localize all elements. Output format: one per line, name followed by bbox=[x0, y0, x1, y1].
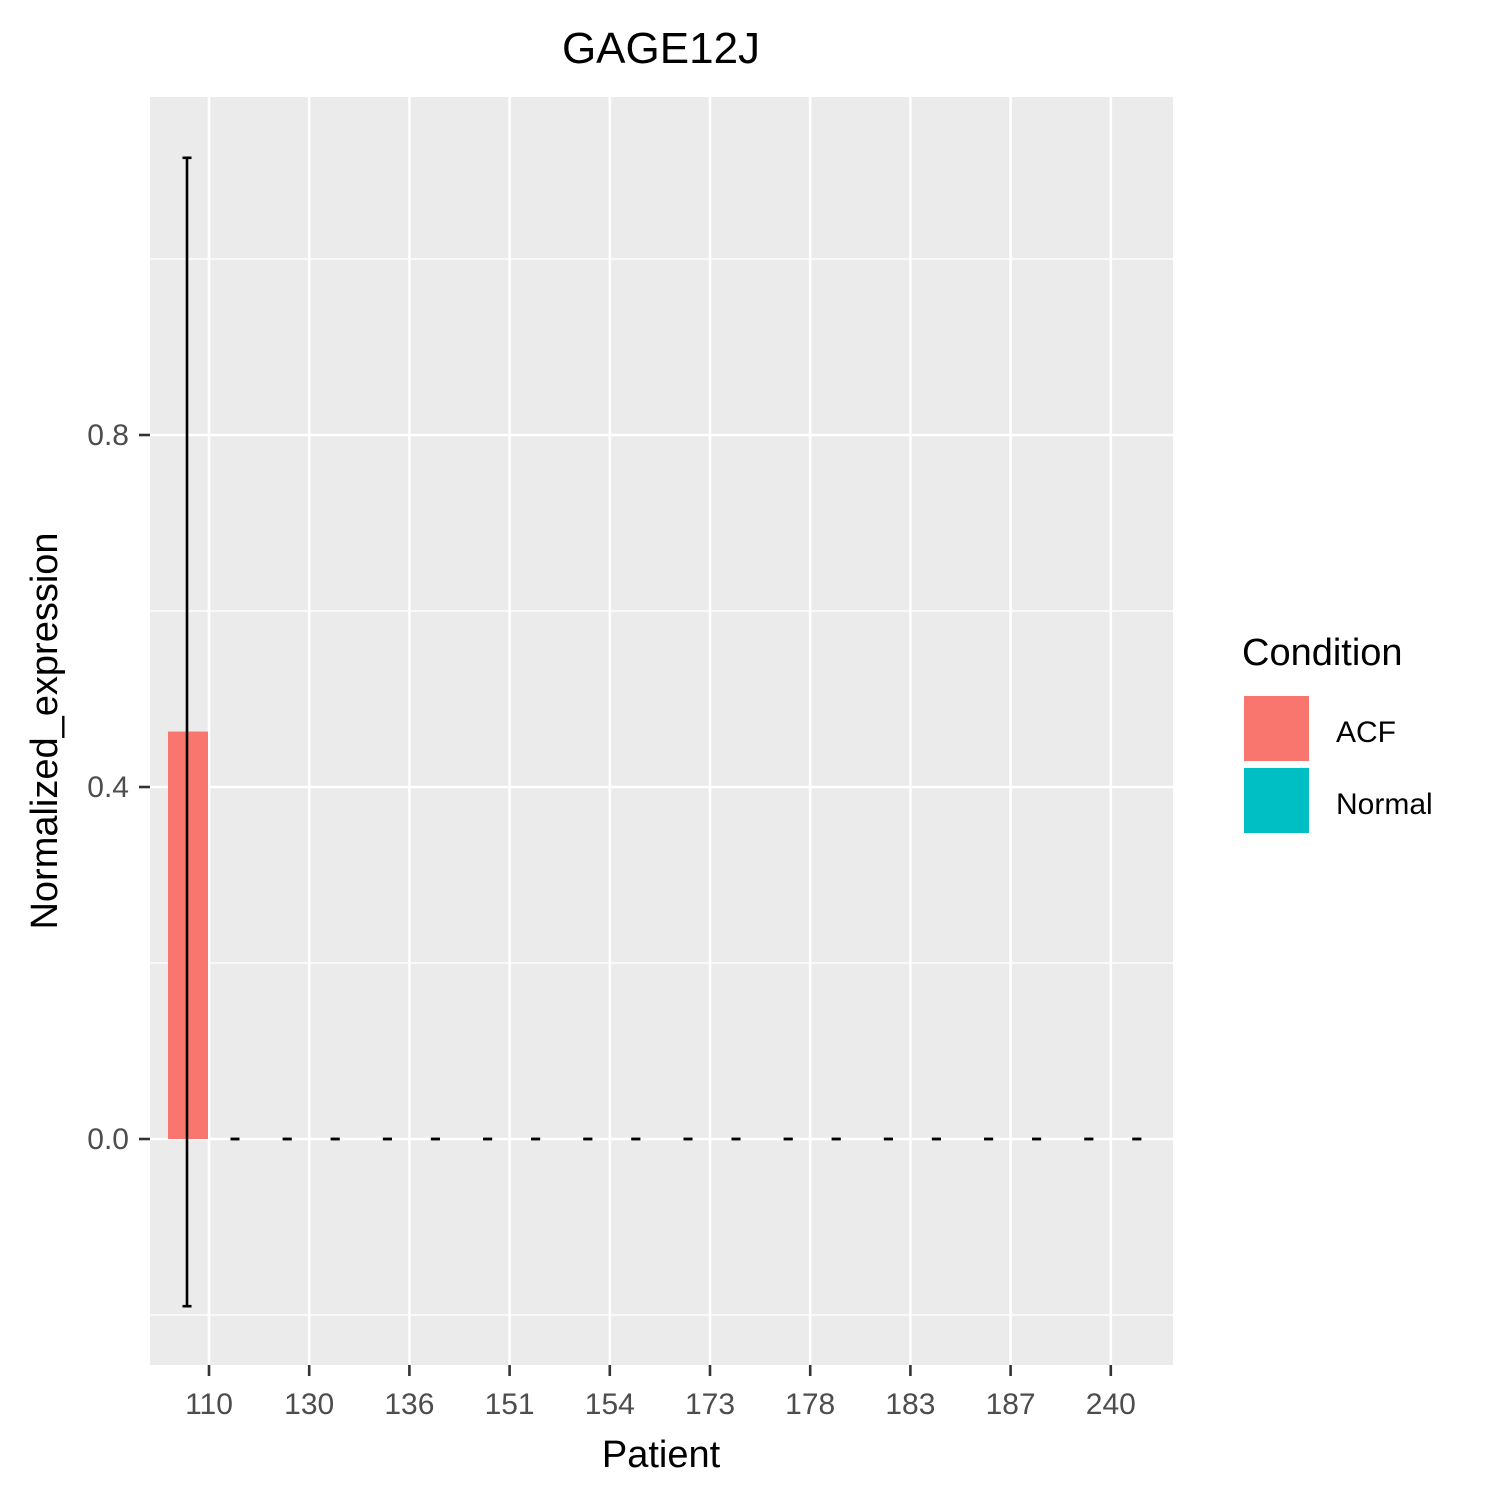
legend-title: Condition bbox=[1242, 632, 1403, 674]
x-axis-title: Patient bbox=[602, 1434, 721, 1476]
axes: 0.0 0.4 0.8 110 130 136 151 154 173 178 183 187 240 bbox=[87, 419, 1136, 1421]
error-bars bbox=[182, 156, 1142, 1308]
grid bbox=[150, 97, 1173, 1365]
y-tick-label: 0.4 bbox=[87, 771, 129, 804]
chart-title: GAGE12J bbox=[562, 24, 760, 73]
x-tick-label: 187 bbox=[986, 1388, 1036, 1421]
x-tick-label: 173 bbox=[685, 1388, 735, 1421]
x-tick-label: 151 bbox=[485, 1388, 535, 1421]
x-tick-label: 110 bbox=[185, 1388, 233, 1421]
x-tick-label: 136 bbox=[384, 1388, 434, 1421]
legend-label-acf: ACF bbox=[1336, 716, 1396, 749]
x-tick-label: 130 bbox=[284, 1388, 334, 1421]
y-tick-label: 0.0 bbox=[87, 1123, 129, 1156]
legend-key-normal bbox=[1242, 766, 1311, 835]
x-tick-label: 154 bbox=[585, 1388, 635, 1421]
error-bar bbox=[182, 156, 192, 1308]
legend-label-normal: Normal bbox=[1336, 788, 1433, 821]
y-axis-title: Normalized_expression bbox=[24, 532, 66, 929]
x-tick-label: 183 bbox=[885, 1388, 935, 1421]
legend: Condition ACF Normal bbox=[1242, 632, 1433, 835]
legend-key-acf bbox=[1242, 694, 1311, 763]
x-tick-label: 240 bbox=[1086, 1388, 1136, 1421]
y-tick-label: 0.8 bbox=[87, 419, 129, 452]
x-tick-label: 178 bbox=[785, 1388, 835, 1421]
plot-panel bbox=[150, 97, 1173, 1365]
